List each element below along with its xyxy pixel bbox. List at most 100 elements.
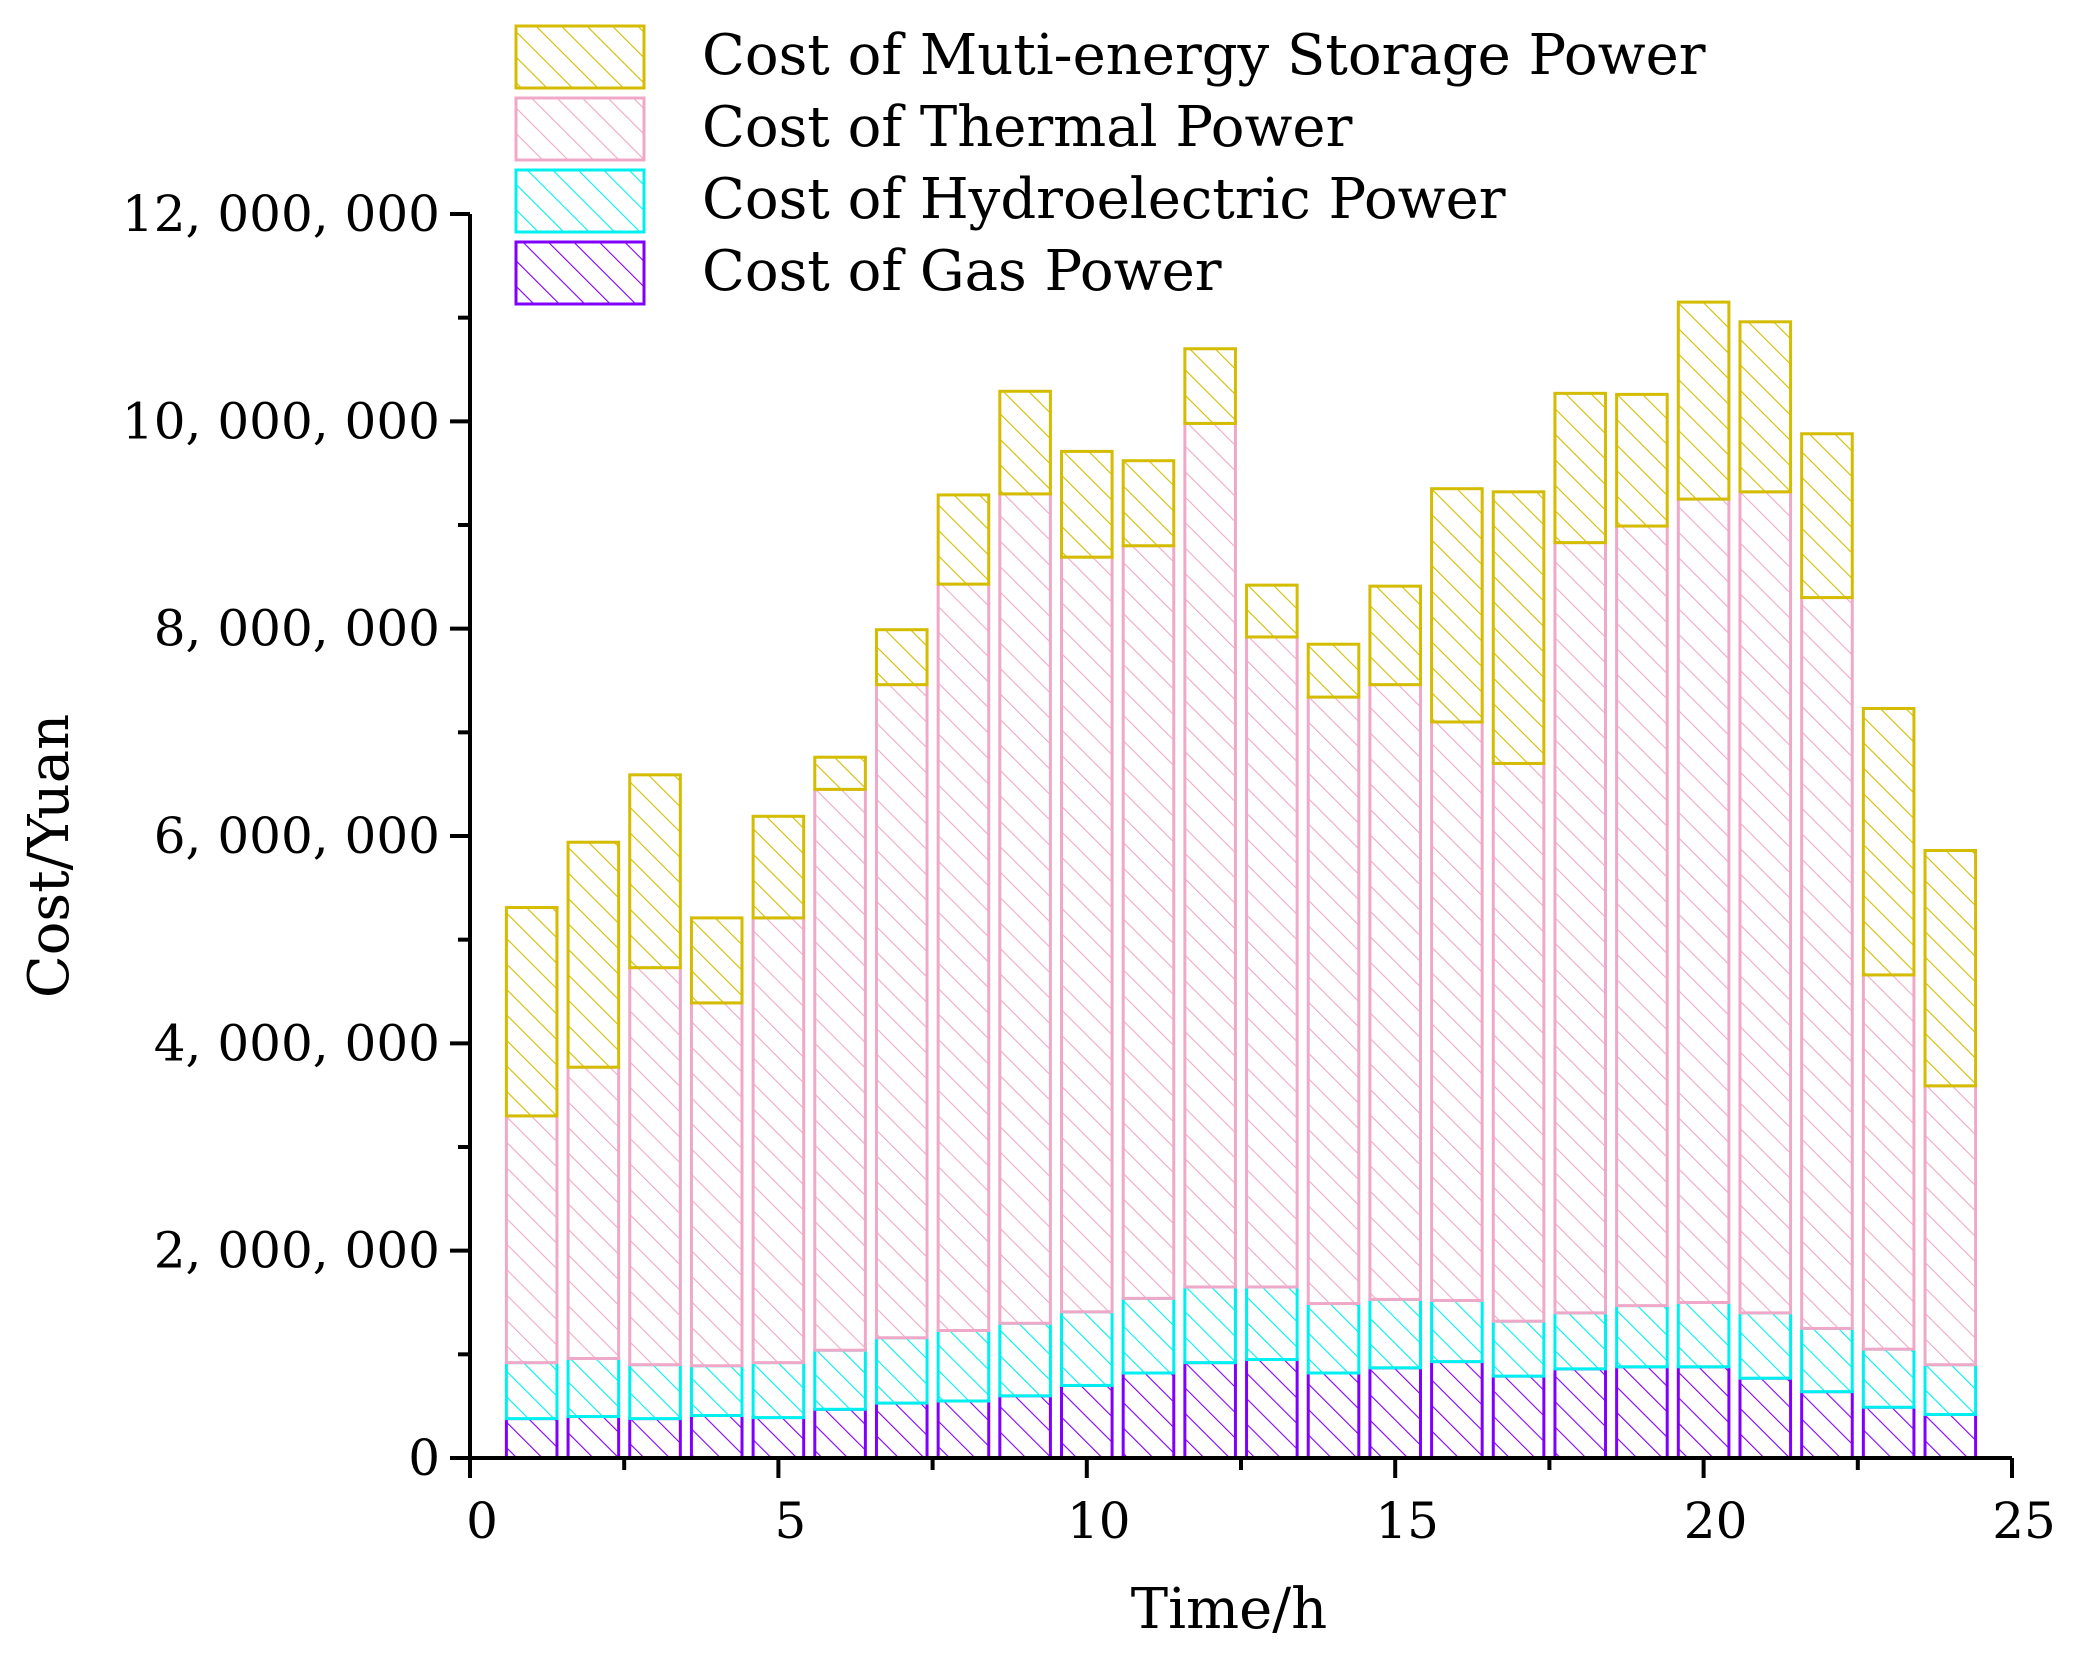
x-tick-label: 5 [774,1492,806,1550]
bars-group [504,300,1978,1460]
bar-segment [1183,421,1237,1289]
bar-segment [1615,524,1669,1308]
bar-segment [1183,1361,1237,1460]
bar-segment [1738,1376,1793,1460]
bar-segment [628,966,682,1367]
bar-segment [1861,973,1916,1351]
bar-segment [936,1399,991,1460]
bar-segment [874,628,929,687]
bar-segment [689,1001,744,1368]
legend-swatch [514,168,646,234]
legend-label: Cost of Thermal Power [702,95,1353,160]
bar-segment [566,840,621,1069]
bar-segment [998,492,1052,1325]
bar-segment [1245,1285,1299,1362]
bar-segment [1553,1311,1608,1371]
bar-segment [751,814,806,920]
bar-segment [1491,761,1546,1323]
x-tick-label: 20 [1684,1492,1748,1550]
bar-segment [566,1415,621,1460]
bar-segment [813,787,867,1352]
axes-group: 0 2, 000, 000 4, 000, 000 6, 000, 000 8, 000… [17,185,2056,1642]
bar-segment [1923,1084,1978,1367]
bar-segment [1800,1326,1854,1394]
bar-segment [1430,1298,1484,1364]
bar-segment [1738,1311,1793,1380]
bar-segment [1183,347,1237,425]
bar-segment [1060,1310,1114,1387]
bar-segment [689,1364,744,1417]
bar-segment [1306,642,1361,699]
x-tick-label: 0 [466,1492,498,1550]
bar-segment [751,1416,806,1460]
bar-segment [1676,497,1731,1305]
bar-segment [998,1321,1052,1398]
bar-segment [813,755,867,791]
bar-segment [874,1401,929,1460]
bar-segment [504,906,559,1118]
bar-segment [936,493,991,586]
bar-segment [1553,391,1608,545]
bar-segment [874,1336,929,1405]
bar-segment [1306,1302,1361,1375]
bar-segment [1800,1390,1854,1460]
bar-segment [1121,459,1176,548]
bar-segment [998,389,1052,496]
bar-segment [566,1065,621,1360]
bar-segment [936,1328,991,1403]
x-tick-label: 15 [1375,1492,1439,1550]
bar-segment [1430,487,1484,724]
bar-segment [1738,320,1793,494]
bar-segment [1491,490,1546,765]
bar-segment [1306,1371,1361,1460]
bar-segment [1800,432,1854,600]
bar-segment [1923,1363,1978,1416]
bar-segment [1861,706,1916,977]
bar-segment [1368,584,1422,687]
bar-segment [1368,1297,1422,1370]
bar-segment [689,1413,744,1460]
bar-segment [566,1356,621,1419]
bar-segment [1060,1383,1114,1460]
bar-segment [1861,1347,1916,1409]
legend-swatch [514,96,646,162]
bar-segment [504,1361,559,1421]
bar-segment [1183,1285,1237,1365]
bar-segment [1245,1358,1299,1460]
bar-segment [1553,1367,1608,1460]
bar-segment [1923,1412,1978,1460]
bar-segment [1738,490,1793,1315]
legend-label: Cost of Hydroelectric Power [702,167,1506,232]
legend: Cost of Muti-energy Storage Power Cost of… [514,23,1706,306]
bar-segment [936,582,991,1332]
bar-segment [1676,1365,1731,1460]
bar-segment [1800,596,1854,1330]
bar-segment [1676,300,1731,501]
bar-segment [1615,392,1669,528]
x-tick-label: 10 [1067,1492,1131,1550]
bar-segment [1676,1301,1731,1369]
bar-segment [628,773,682,970]
legend-label: Cost of Gas Power [702,239,1222,304]
bar-segment [1615,1365,1669,1460]
y-tick-label: 8, 000, 000 [154,600,440,658]
bar-segment [1430,1360,1484,1460]
y-tick-label: 0 [408,1429,440,1487]
x-axis-title: Time/h [1131,1577,1327,1642]
bar-segment [1121,1371,1176,1460]
y-tick-label: 10, 000, 000 [122,392,440,450]
y-tick-label: 12, 000, 000 [122,185,440,243]
legend-swatch [514,240,646,306]
legend-label: Cost of Muti-energy Storage Power [702,23,1706,88]
bar-segment [1861,1405,1916,1460]
bar-segment [1121,1296,1176,1375]
bar-segment [1306,695,1361,1306]
bar-segment [1430,720,1484,1302]
y-tick-label: 4, 000, 000 [154,1014,440,1072]
bar-segment [998,1394,1052,1460]
bar-segment [1615,1304,1669,1369]
bar-segment [1491,1374,1546,1460]
bar-segment [1368,683,1422,1301]
